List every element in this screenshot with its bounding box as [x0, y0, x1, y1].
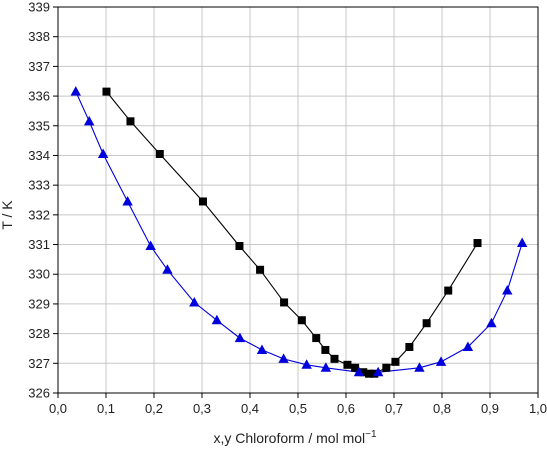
- triangle-data-point: [462, 341, 474, 351]
- square-data-point: [297, 316, 306, 325]
- square-data-point: [256, 265, 265, 274]
- x-tick-label: 0,0: [49, 401, 67, 416]
- square-data-point: [102, 87, 111, 96]
- square-data-point: [330, 354, 339, 363]
- tick-labels: 0,0 0,1 0,2 0,3 0,4 0,5 0,6 0,7 0,8 0,9 1,0 326 327 3…: [28, 0, 547, 416]
- x-tick-label: 0,8: [433, 401, 451, 416]
- y-tick-label: 337: [28, 59, 50, 74]
- ticks: [53, 6, 539, 398]
- triangle-data-point: [353, 366, 365, 377]
- y-tick-label: 329: [28, 296, 50, 311]
- triangle-data-point: [97, 148, 109, 158]
- square-data-point: [473, 239, 482, 248]
- triangle-data-point: [256, 344, 268, 354]
- triangle-data-point: [516, 237, 528, 248]
- y-tick-label: 334: [28, 148, 50, 163]
- square-data-point: [312, 334, 321, 343]
- series-square-line: [106, 91, 478, 375]
- series-lines: [75, 91, 523, 375]
- triangle-data-point: [84, 115, 95, 126]
- y-tick-label: 339: [28, 0, 50, 15]
- y-tick-label: 333: [28, 178, 50, 193]
- square-data-point: [444, 286, 453, 295]
- triangle-data-point: [320, 362, 332, 372]
- triangle-data-point: [301, 359, 312, 369]
- grid: [57, 6, 539, 394]
- series-triangle-line: [75, 91, 523, 373]
- square-data-point: [391, 357, 400, 366]
- square-data-point: [155, 149, 164, 158]
- y-tick-label: 330: [28, 267, 50, 282]
- x-tick-label: 0,5: [289, 401, 307, 416]
- series-markers: [70, 86, 528, 378]
- square-data-point: [351, 363, 360, 372]
- x-tick-label: 0,1: [97, 401, 115, 416]
- square-data-point: [321, 345, 330, 354]
- x-axis-title-text: x,y Chloroform / mol mol: [213, 430, 365, 446]
- x-tick-label: 1,0: [529, 401, 547, 416]
- x-axis-title: x,y Chloroform / mol mol−1: [213, 429, 377, 446]
- triangle-data-point: [162, 264, 173, 274]
- triangle-data-point: [278, 353, 289, 363]
- triangle-data-point: [189, 296, 200, 307]
- y-tick-label: 338: [28, 29, 50, 44]
- y-axis-title: T / K: [0, 200, 15, 230]
- triangle-data-point: [414, 362, 425, 372]
- y-tick-label: 335: [28, 118, 50, 133]
- x-tick-label: 0,3: [193, 401, 211, 416]
- square-data-point: [405, 342, 414, 351]
- triangle-data-point: [435, 356, 447, 366]
- x-tick-label: 0,2: [145, 401, 163, 416]
- square-data-point: [126, 117, 135, 126]
- x-tick-label: 0,4: [241, 401, 259, 416]
- triangle-data-point: [211, 314, 223, 325]
- square-data-point: [359, 368, 368, 377]
- square-data-point: [280, 298, 289, 307]
- x-tick-label: 0,9: [481, 401, 499, 416]
- square-data-point: [370, 369, 379, 378]
- x-tick-label: 0,6: [337, 401, 355, 416]
- y-tick-label: 336: [28, 89, 50, 104]
- triangle-data-point: [234, 332, 246, 343]
- square-data-point: [343, 360, 352, 369]
- triangle-data-point: [122, 195, 133, 206]
- triangle-data-point: [486, 317, 497, 328]
- y-tick-label: 331: [28, 237, 50, 252]
- y-tick-label: 326: [28, 386, 50, 401]
- y-tick-label: 332: [28, 207, 50, 222]
- x-tick-label: 0,7: [385, 401, 403, 416]
- triangle-data-point: [70, 86, 81, 96]
- y-tick-label: 328: [28, 326, 50, 341]
- square-data-point: [198, 197, 207, 206]
- square-data-point: [422, 319, 431, 328]
- triangle-data-point: [145, 240, 156, 251]
- square-data-point: [235, 242, 244, 251]
- x-axis-title-unit-exponent: −1: [365, 429, 377, 440]
- y-tick-label: 327: [28, 356, 50, 371]
- square-data-point: [365, 369, 374, 378]
- square-data-point: [382, 363, 391, 372]
- triangle-data-point: [502, 285, 513, 295]
- triangle-data-point: [372, 366, 384, 377]
